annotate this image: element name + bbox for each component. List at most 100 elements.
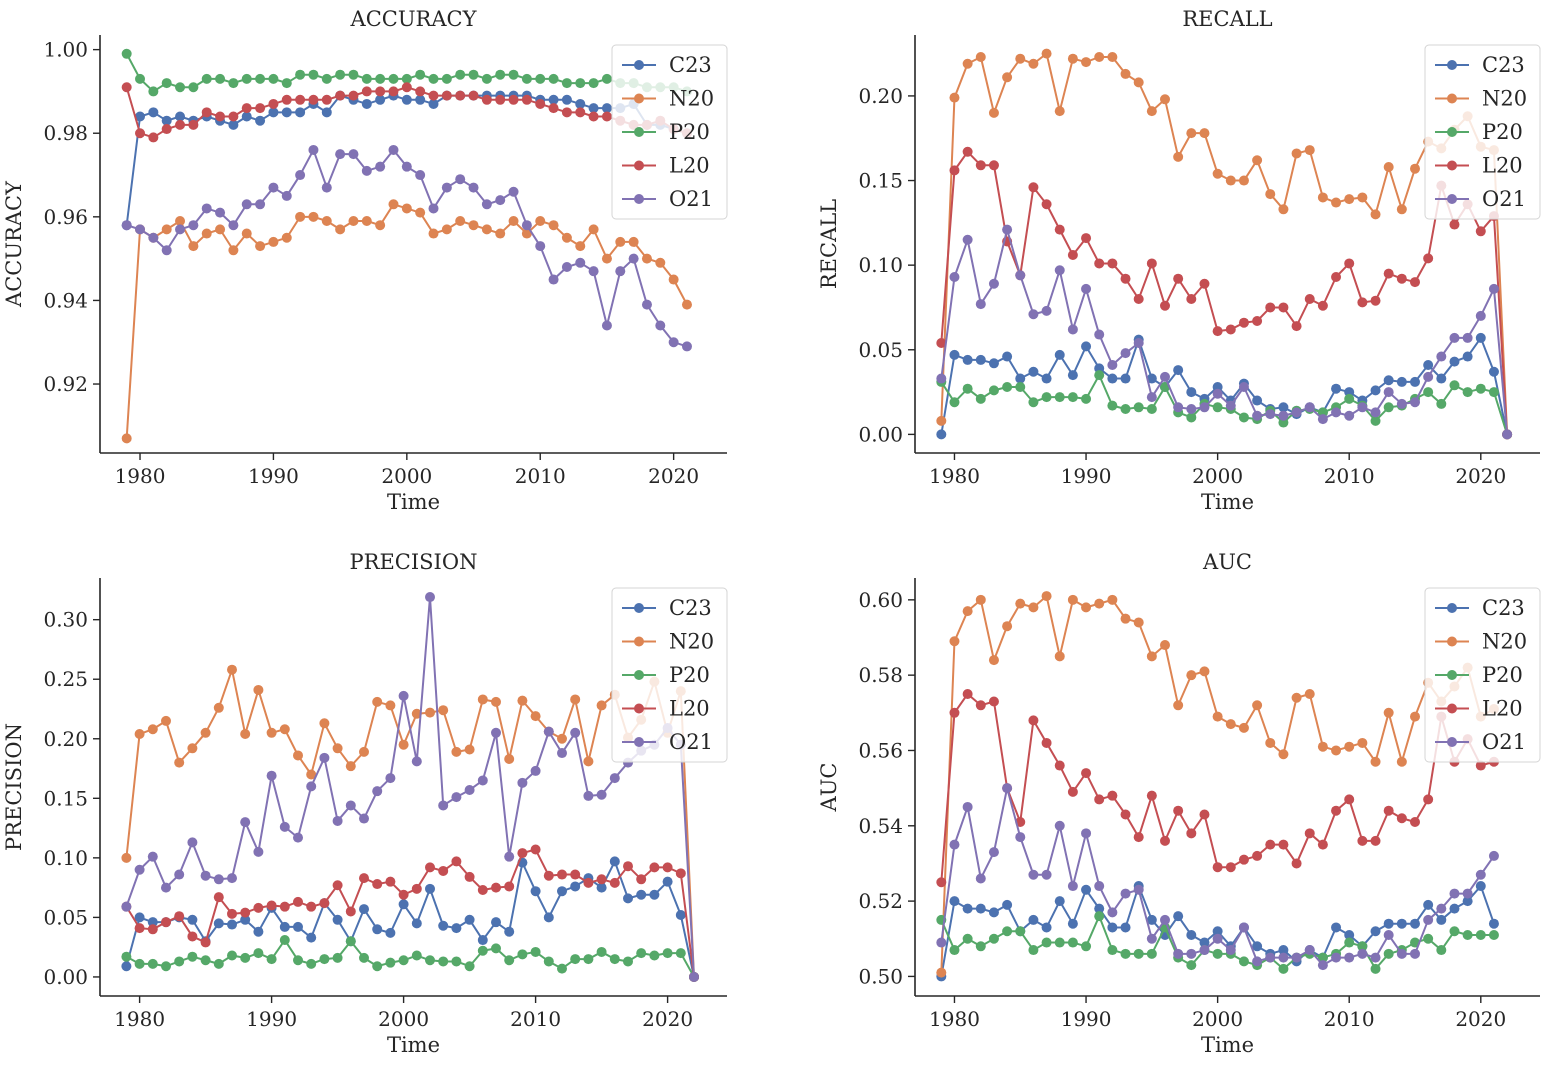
- auc-series-l20-point: [1212, 862, 1223, 873]
- precision-series-n20-point: [477, 694, 488, 705]
- precision-series-l20-point: [213, 892, 224, 903]
- recall-series-p20-point: [1238, 412, 1249, 423]
- accuracy-series-n20-point: [175, 216, 186, 227]
- panel-accuracy-ylabel: ACCURACY: [2, 180, 26, 308]
- precision-series-c23-point: [332, 914, 343, 925]
- precision-series-o21-point: [570, 727, 581, 738]
- recall-x-tick-label: 1990: [1061, 464, 1112, 488]
- precision-series-l20-point: [385, 876, 396, 887]
- auc-series-o21-point: [1357, 948, 1368, 959]
- accuracy-x-tick-label: 2010: [515, 464, 566, 488]
- auc-series-l20-point: [1199, 809, 1210, 820]
- accuracy-series-p20-point: [468, 69, 479, 80]
- recall-series-c23-point: [936, 429, 947, 440]
- precision-x-tick-label: 2020: [642, 1007, 693, 1031]
- accuracy-series-c23-point: [321, 107, 332, 118]
- accuracy-series-p20-point: [575, 78, 586, 89]
- accuracy-series-n20-point: [535, 216, 546, 227]
- auc-series-c23-point: [1120, 922, 1131, 933]
- panel-precision-title: PRECISION: [350, 550, 478, 574]
- precision-series-c23-point: [504, 926, 515, 937]
- accuracy-series-p20-point: [161, 78, 172, 89]
- recall-series-o21-point: [1436, 351, 1447, 362]
- precision-series-c23-point: [662, 876, 673, 887]
- recall-series-n20-point: [1278, 204, 1289, 215]
- precision-series-p20-point: [121, 951, 132, 962]
- auc-series-l20-point: [1041, 737, 1052, 748]
- precision-series-o21-point: [477, 775, 488, 786]
- recall-series-c23-point: [988, 358, 999, 369]
- accuracy-series-n20-point: [495, 228, 506, 239]
- auc-series-n20-point: [1238, 722, 1249, 733]
- accuracy-series-o21-point: [255, 199, 266, 210]
- precision-series-n20-point: [530, 711, 541, 722]
- precision-series-l20-point: [636, 874, 647, 885]
- precision-series-p20-point: [306, 958, 317, 969]
- auc-y-tick-label: 0.56: [858, 738, 903, 762]
- auc-series-l20-point: [1331, 805, 1342, 816]
- accuracy-series-c23-point: [601, 103, 612, 114]
- accuracy-series-p20-point: [521, 73, 532, 84]
- auc-series-o21-point: [1291, 952, 1302, 963]
- precision-series-l20-point: [161, 917, 171, 928]
- precision-series-l20-point: [398, 889, 409, 900]
- recall-series-c23-point: [1120, 373, 1131, 384]
- auc-series-n20-point: [949, 636, 960, 647]
- recall-series-n20-point: [1344, 194, 1355, 205]
- precision-series-c23-point: [187, 914, 198, 925]
- accuracy-series-n20-point: [588, 224, 599, 235]
- auc-series-o21-point: [1160, 914, 1170, 925]
- auc-series-p20-point: [1094, 911, 1105, 922]
- recall-y-tick-label: 0.15: [858, 169, 903, 193]
- auc-series-n20-point: [1081, 602, 1092, 613]
- recall-series-p20-point: [1107, 400, 1118, 411]
- auc-series-o21-point: [1212, 933, 1223, 944]
- recall-series-n20-point: [1331, 197, 1342, 208]
- precision-series-p20-point: [596, 946, 607, 957]
- recall-series-o21-point: [1041, 305, 1052, 316]
- accuracy-series-p20-point: [175, 82, 186, 93]
- precision-series-o21-point: [161, 882, 171, 893]
- auc-series-n20-point: [1199, 666, 1210, 677]
- auc-series-n20-point: [1107, 594, 1118, 605]
- recall-series-o21-line: [940, 228, 1509, 435]
- recall-series-o21-point: [936, 373, 947, 384]
- accuracy-series-n20-point: [348, 216, 359, 227]
- accuracy-series-n20-point: [321, 216, 332, 227]
- recall-series-o21-point: [1094, 329, 1105, 340]
- accuracy-y-tick-label: 1.00: [43, 38, 88, 62]
- recall-series-o21-point: [1449, 332, 1460, 343]
- auc-series-n20-point: [1370, 756, 1381, 767]
- accuracy-x-tick-label: 1990: [248, 464, 299, 488]
- precision-series-c23-point: [477, 935, 488, 946]
- recall-series-n20-point: [1383, 162, 1394, 172]
- precision-y-tick-label: 0.30: [43, 608, 88, 632]
- precision-series-p20-point: [293, 955, 303, 966]
- recall-series-o21-point: [1423, 371, 1434, 382]
- recall-series-o21-point: [1238, 382, 1249, 392]
- auc-series-n20-point: [1304, 688, 1315, 699]
- accuracy-series-o21-point: [575, 257, 586, 268]
- auc-series-p20-point: [1133, 948, 1144, 959]
- precision-series-p20-point: [161, 961, 171, 972]
- auc-series-n20-point: [1133, 617, 1144, 628]
- recall-y-tick-label: 0.10: [858, 253, 903, 277]
- recall-series-n20-point: [1357, 192, 1368, 203]
- accuracy-series-o21-point: [268, 182, 279, 193]
- precision-series-n20-point: [253, 684, 264, 695]
- precision-x-tick-label: 2010: [510, 1007, 561, 1031]
- auc-series-p20-point: [1041, 937, 1052, 948]
- precision-series-n20-point: [570, 694, 581, 705]
- precision-series-o21-point: [385, 773, 396, 784]
- recall-series-n20-point: [1015, 53, 1026, 64]
- recall-series-c23-point: [1383, 375, 1394, 386]
- precision-series-l20-point: [279, 901, 290, 912]
- precision-series-n20-point: [319, 718, 330, 729]
- auc-series-o21-point: [1344, 952, 1355, 963]
- accuracy-series-c23-point: [561, 94, 572, 105]
- recall-series-l20-point: [949, 165, 960, 176]
- precision-series-o21-point: [279, 821, 290, 832]
- recall-series-c23-point: [1067, 370, 1078, 381]
- auc-series-o21-point: [1120, 888, 1131, 899]
- recall-series-n20-point: [1317, 192, 1328, 203]
